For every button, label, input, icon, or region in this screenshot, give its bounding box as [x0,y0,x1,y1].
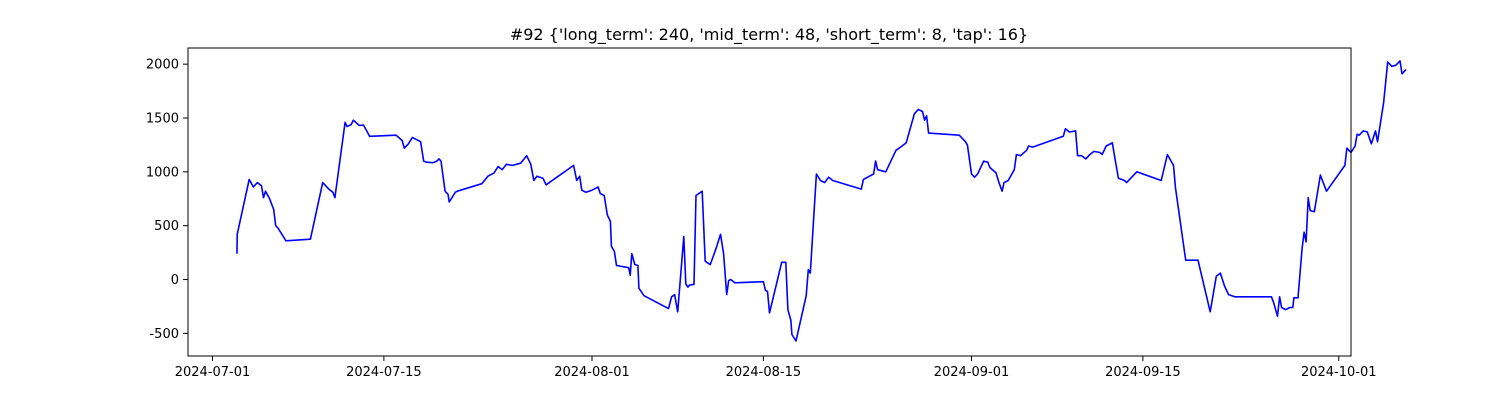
y-tick-label: 500 [154,219,179,234]
chart-title: #92 {'long_term': 240, 'mid_term': 48, '… [510,25,1028,45]
y-tick-label: 2000 [146,58,179,73]
x-tick-label: 2024-08-15 [726,365,802,380]
x-tick-label: 2024-10-01 [1301,365,1377,380]
plot-area [187,47,1352,357]
x-tick-label: 2024-09-15 [1105,365,1181,380]
y-tick-label: 1000 [146,165,179,180]
y-tick-label: 1500 [146,112,179,127]
series-layer [236,60,1407,342]
x-tick-label: 2024-08-01 [554,365,630,380]
x-tick-label: 2024-09-01 [934,365,1010,380]
y-tick-label: -500 [149,327,179,342]
axis-ticks: 2024-07-01 2024-07-15 2024-08-01 2024-08-15… [146,58,1377,380]
series-series [236,60,1407,342]
x-tick-label: 2024-07-01 [175,365,251,380]
x-tick-label: 2024-07-15 [346,365,422,380]
y-tick-label: 0 [171,273,179,288]
series-line [236,60,1407,342]
